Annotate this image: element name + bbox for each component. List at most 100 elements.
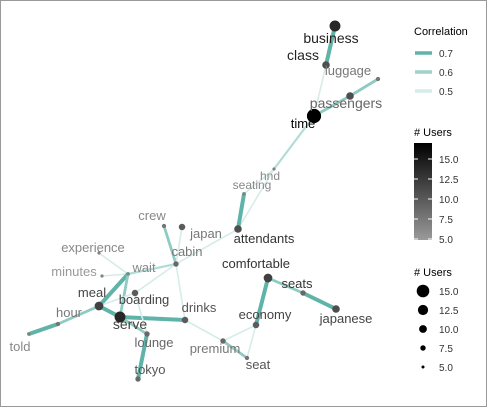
node-attendants xyxy=(234,225,242,233)
node-label-crew: crew xyxy=(138,208,166,223)
edge-wait-meal xyxy=(97,272,130,308)
node-label-luggage: luggage xyxy=(325,63,371,78)
node-japan xyxy=(178,223,186,231)
legend-size-dot xyxy=(421,365,425,369)
node-luggage xyxy=(375,76,381,82)
node-label-comfortable: comfortable xyxy=(222,256,290,271)
edge-premium-seat xyxy=(221,339,249,360)
node-meal xyxy=(94,301,104,311)
legend-correlation-label: 0.6 xyxy=(439,68,453,79)
node-hour xyxy=(55,321,61,327)
node-seat xyxy=(244,355,250,361)
legend-users-size: # Users 15.0 12.5 10.0 7.5 5.0 xyxy=(414,267,459,374)
node-label-wait: wait xyxy=(131,260,156,275)
edge-seating-attendants xyxy=(236,192,246,231)
node-label-minutes: minutes xyxy=(51,264,97,279)
node-japanese xyxy=(332,305,340,313)
node-comfortable xyxy=(263,273,273,283)
node-business xyxy=(329,20,341,32)
edge-class-time xyxy=(313,64,327,117)
edge-comfortable-seats xyxy=(266,276,305,295)
node-label-class: class xyxy=(287,47,319,63)
colorbar-tick-label: 10.0 xyxy=(439,195,459,206)
edge-drinks-premium xyxy=(184,319,224,342)
node-label-seating: seating xyxy=(233,178,272,192)
legend-correlation-title: Correlation xyxy=(414,26,468,38)
edge-premium-economy xyxy=(222,324,257,342)
node-class xyxy=(322,61,330,69)
edge-layer xyxy=(27,24,380,381)
node-lounge xyxy=(144,331,150,337)
node-hnd xyxy=(272,167,276,171)
edge-serve-drinks xyxy=(118,315,187,322)
edge-minutes-wait xyxy=(101,273,129,277)
node-label-seat: seat xyxy=(246,357,271,372)
label-layer: businessclassluggagepassengerstimehndsea… xyxy=(10,30,383,377)
node-label-passengers: passengers xyxy=(310,95,382,111)
legend-size-label: 10.0 xyxy=(439,325,459,336)
edge-cabin-wait xyxy=(126,262,178,276)
node-label-told: told xyxy=(10,339,31,354)
node-boarding xyxy=(131,289,139,297)
edge-hour-told xyxy=(27,322,60,336)
legend-size-dot xyxy=(419,325,427,333)
edge-cabin-boarding xyxy=(134,263,177,294)
legend-size-dot xyxy=(420,345,426,351)
legend-correlation-label: 0.7 xyxy=(439,49,453,60)
edge-meal-boarding xyxy=(98,292,136,307)
edge-wait-serve xyxy=(118,272,130,319)
edge-attendants-cabin xyxy=(175,228,239,265)
node-wait xyxy=(126,272,130,276)
edge-hnd-seating xyxy=(243,168,275,195)
node-seating xyxy=(242,192,246,196)
legend-correlation: Correlation 0.7 0.6 0.5 xyxy=(414,26,468,98)
node-label-hnd: hnd xyxy=(260,169,280,183)
node-label-meal: meal xyxy=(78,285,106,300)
edge-seats-japanese xyxy=(301,291,338,311)
node-label-attendants: attendants xyxy=(234,231,295,246)
colorbar xyxy=(414,143,432,240)
colorbar-tick-label: 12.5 xyxy=(439,175,459,186)
node-label-experience: experience xyxy=(61,240,125,255)
node-tokyo xyxy=(135,376,141,382)
node-layer xyxy=(27,20,381,382)
node-crew xyxy=(161,223,167,229)
node-label-boarding: boarding xyxy=(119,292,170,307)
colorbar-tick-label: 15.0 xyxy=(439,155,459,166)
edge-japan-cabin xyxy=(175,226,183,265)
edge-luggage-passengers xyxy=(348,77,380,98)
edge-meal-hour xyxy=(56,304,101,326)
edge-cabin-drinks xyxy=(175,263,186,321)
node-told xyxy=(27,332,31,336)
node-label-japan: japan xyxy=(189,226,222,241)
edge-economy-seat xyxy=(246,324,257,359)
colorbar-tick-label: 7.5 xyxy=(439,215,453,226)
node-minutes xyxy=(100,274,104,278)
node-label-seats: seats xyxy=(281,276,313,291)
legend-size-label: 12.5 xyxy=(439,306,459,317)
edge-economy-comfortable xyxy=(254,276,270,327)
node-cabin xyxy=(173,261,179,267)
edge-hnd-attendants xyxy=(237,168,275,230)
node-economy xyxy=(252,321,260,329)
legend-size-dot xyxy=(417,304,429,316)
edge-business-class xyxy=(324,24,337,67)
node-label-serve: serve xyxy=(113,316,147,332)
legend-correlation-label: 0.5 xyxy=(439,87,453,98)
node-experience xyxy=(97,251,101,255)
legend-size-label: 7.5 xyxy=(439,344,453,355)
node-serve xyxy=(114,311,126,323)
edge-crew-cabin xyxy=(162,224,178,266)
node-label-time: time xyxy=(291,116,316,131)
legend-size-label: 15.0 xyxy=(439,287,459,298)
legend-size-label: 5.0 xyxy=(439,363,453,374)
edge-experience-wait xyxy=(98,252,129,275)
node-passengers xyxy=(346,92,354,100)
node-label-cabin: cabin xyxy=(171,244,202,259)
node-label-hour: hour xyxy=(56,305,83,320)
legend-size-dot xyxy=(416,284,430,298)
edge-time-hnd xyxy=(272,114,316,171)
edge-lounge-tokyo xyxy=(136,332,149,381)
